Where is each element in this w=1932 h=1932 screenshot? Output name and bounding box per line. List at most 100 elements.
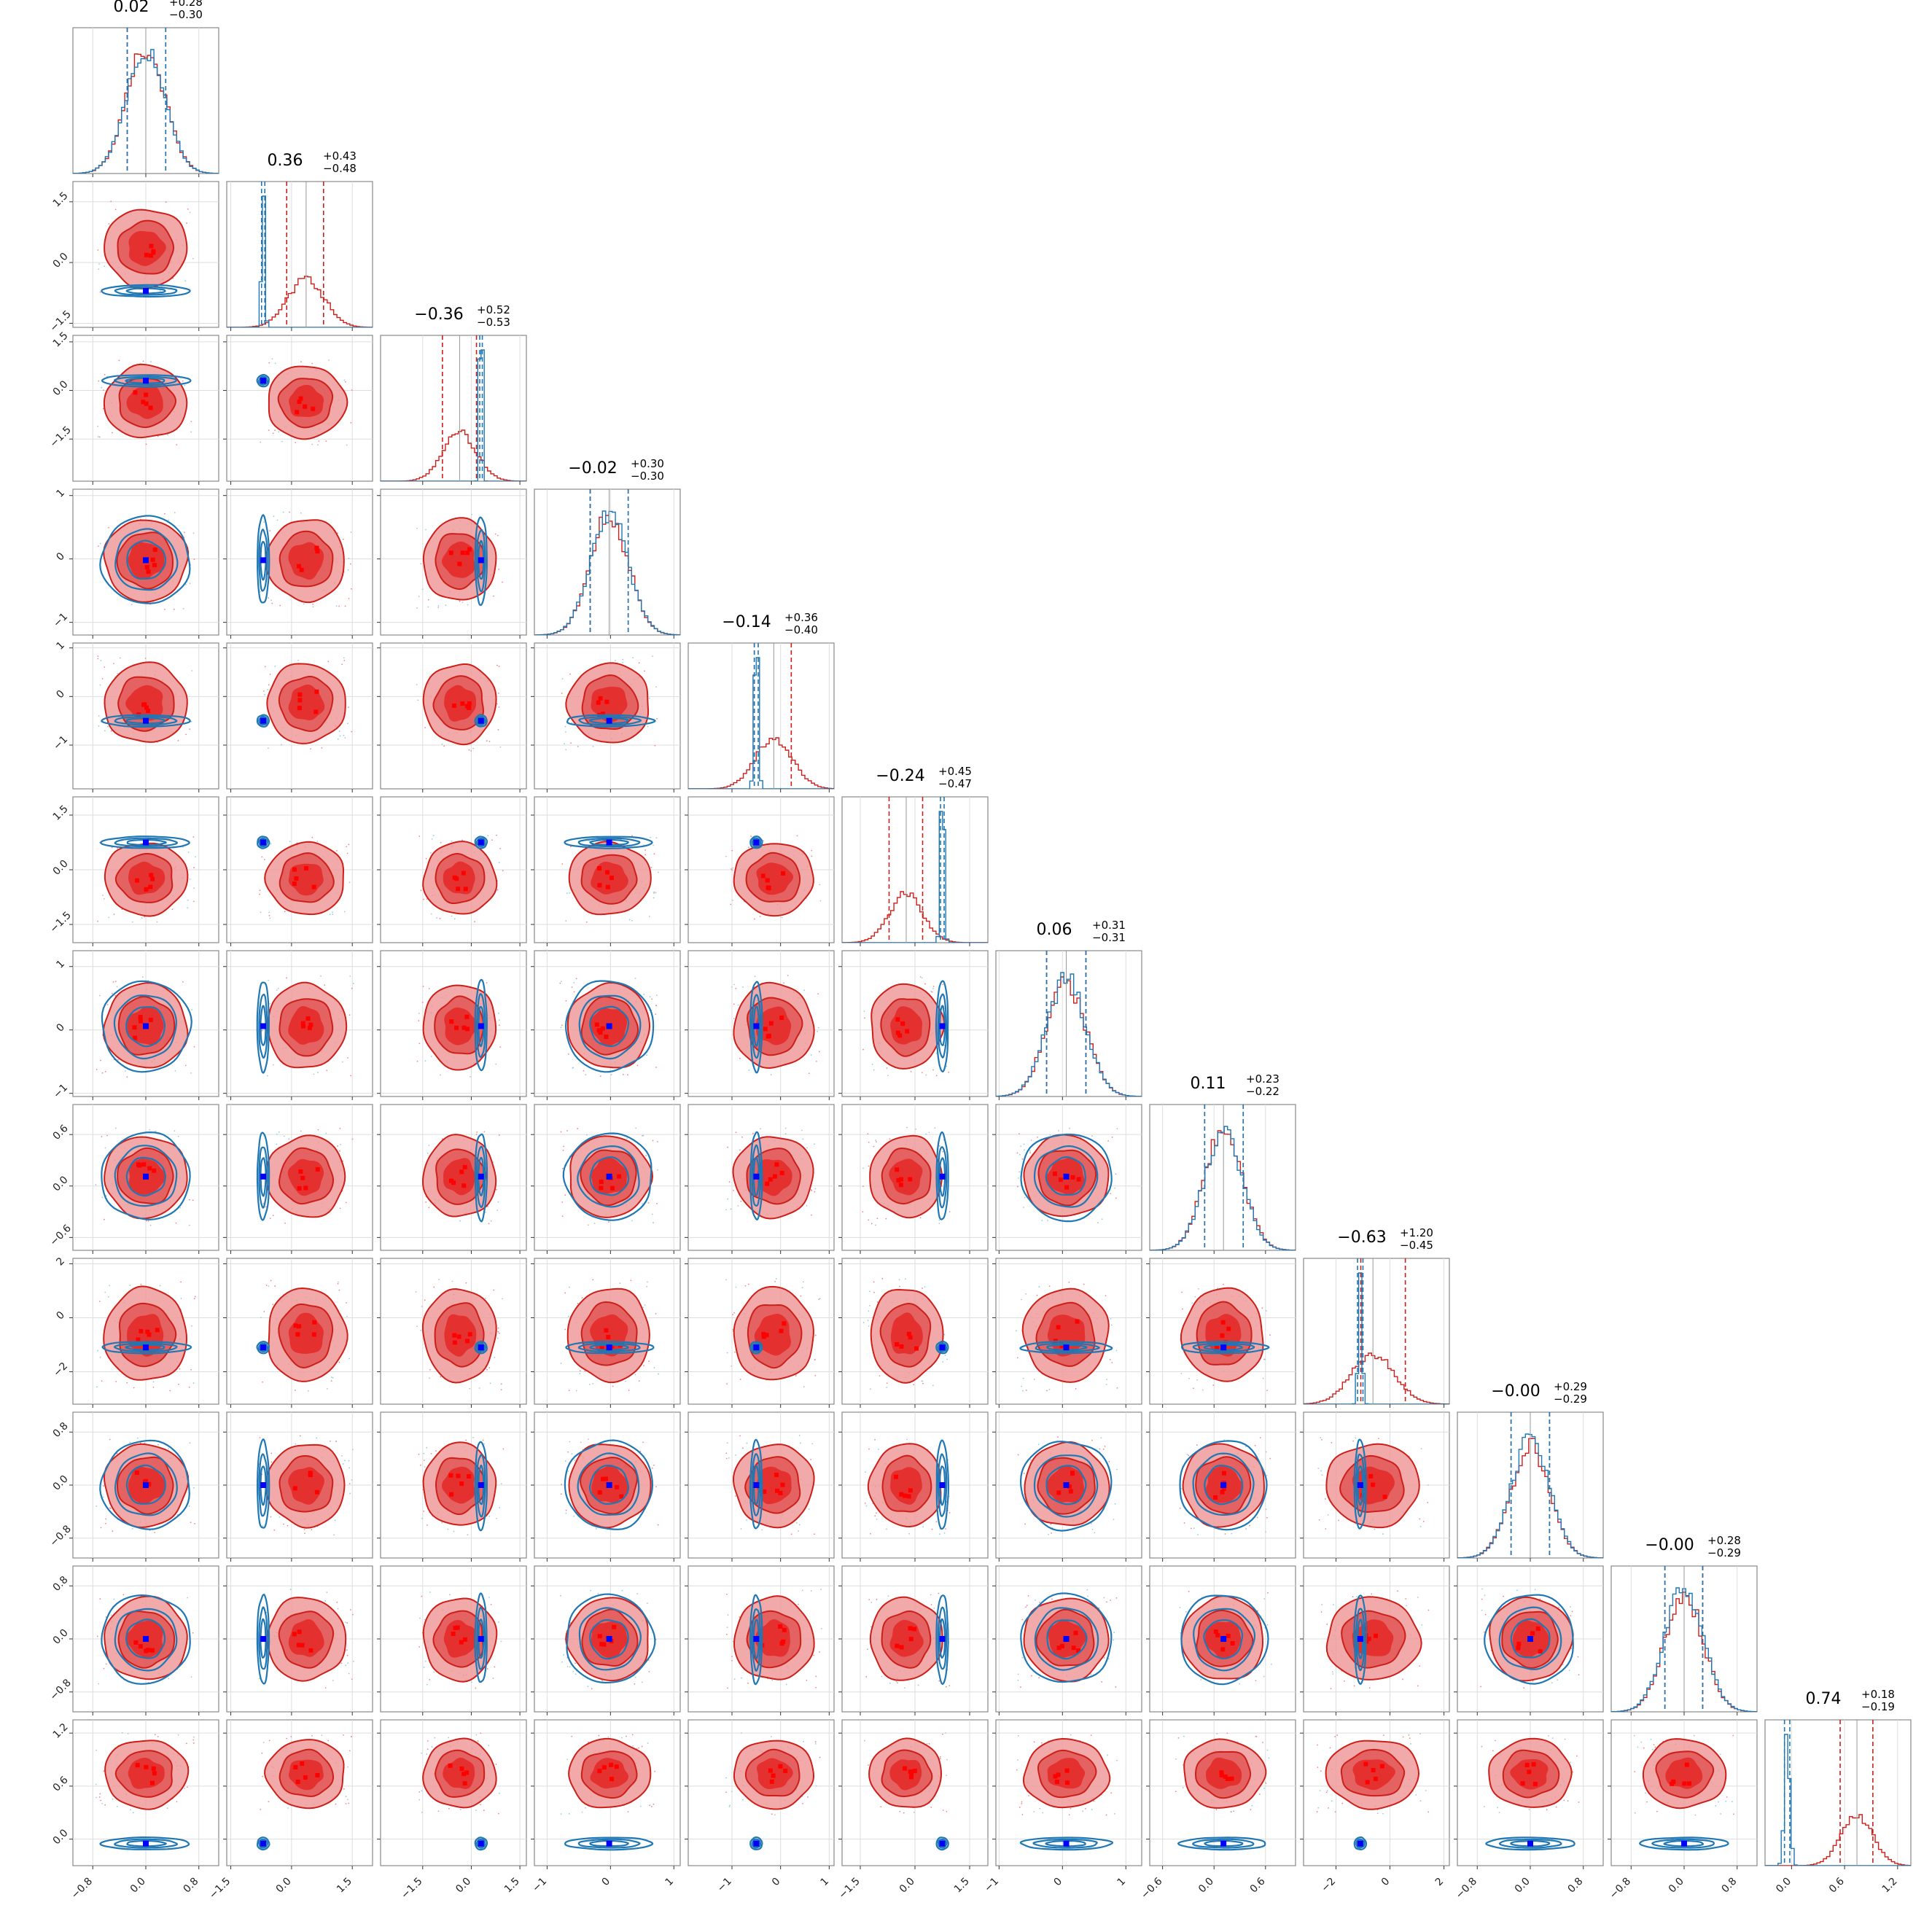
sample-dot [873,1145,875,1148]
sample-dot [268,915,270,916]
sample-dot [575,1390,577,1392]
sample-dot [156,921,158,923]
red-marker [448,1178,453,1183]
sample-dot [98,1796,101,1798]
sample-dot [437,605,440,607]
blue-contour [937,1606,948,1670]
blue-contour [751,1342,761,1352]
sample-dot [183,531,185,534]
sample-dot [587,1224,589,1226]
sample-dot [434,1737,436,1739]
sample-dot [601,1680,603,1682]
sample-dot [420,1464,421,1466]
blue-contour [1498,1606,1562,1670]
red-marker [146,709,151,714]
sample-dot [95,1184,97,1185]
sample-dot [98,268,100,270]
panel-frame [226,1104,373,1251]
blue-contour [256,1341,270,1355]
sample-dot [934,1127,936,1129]
sample-dot [648,1671,650,1672]
sample-dot [796,835,798,837]
sample-dot [631,835,633,837]
sample-dot [876,1518,878,1520]
sample-dot [421,1752,423,1754]
sample-dot [628,919,631,921]
red-marker [1221,1486,1226,1491]
red-marker [297,399,302,404]
sample-dot [271,358,273,360]
sample-dot [560,1027,562,1029]
red-marker [899,1492,904,1497]
blue-contour [114,1452,178,1516]
sample-dot [316,841,319,842]
y-tick-label: 0 [54,1021,67,1035]
sample-dot [569,673,571,675]
red-marker [600,1476,605,1481]
sample-dot [784,1127,787,1129]
sample-dot [638,1380,640,1382]
sample-dot [1222,1283,1224,1285]
sample-dot [270,1452,273,1454]
blue-contour [749,1594,763,1686]
sample-dot [171,908,174,911]
sample-dot [864,1502,866,1504]
red-marker [461,1183,467,1188]
red-marker [454,876,459,881]
blue-contour [1192,1452,1255,1516]
sample-dot [419,1617,421,1619]
y-tick-label: 0.0 [51,858,71,878]
red-marker [609,876,615,881]
sample-dot [113,914,115,915]
pair-panel-9-2 [377,1411,527,1562]
sample-dot [104,265,106,268]
panel-content [415,1279,503,1391]
red-marker [151,250,156,255]
sample-dot [565,731,566,733]
sample-dot [1110,1193,1112,1195]
sample-dot [311,362,313,365]
sample-dot [726,1442,728,1444]
sample-dot [269,1218,271,1220]
sample-dot [887,1595,889,1597]
sample-dot [656,717,658,720]
panel-content [256,358,353,446]
sample-dot [332,1376,334,1379]
sample-dot [801,1129,803,1131]
sample-dot [874,1438,876,1441]
red-marker [1070,1471,1075,1476]
sample-dot [189,1442,191,1444]
sample-dot [435,1450,437,1452]
sample-dot [561,863,564,865]
sample-dot [610,1074,612,1076]
sample-dot [1264,1358,1266,1360]
sample-dot [451,840,453,842]
sample-dot [1382,1533,1384,1535]
pair-panel-8-1 [223,1258,373,1408]
sample-dot [1571,1610,1573,1613]
sample-dot [813,1533,815,1535]
sample-dot [1427,1609,1430,1611]
blue-contour [258,529,268,592]
sample-dot [646,1602,648,1605]
red-marker [908,1626,913,1631]
red-marker [303,1185,308,1191]
sample-dot [1317,1468,1320,1470]
panel-content [95,1732,195,1850]
sample-dot [282,511,284,513]
panel-content [1016,1281,1118,1392]
red-marker [908,1335,913,1340]
sample-dot [818,1051,820,1053]
sample-dot [810,1459,811,1460]
sample-dot [177,1135,179,1137]
panel-content [1017,1436,1118,1535]
sample-dot [1333,1604,1334,1606]
sample-dot [1186,1454,1188,1455]
red-marker [297,1324,302,1329]
blue-marker [753,1482,760,1488]
sample-dot [868,1325,870,1327]
sample-dot [342,538,344,540]
panel-title-minus: −0.29 [1554,1392,1587,1406]
sample-dot [438,1279,440,1280]
sample-dot [1016,1152,1018,1154]
